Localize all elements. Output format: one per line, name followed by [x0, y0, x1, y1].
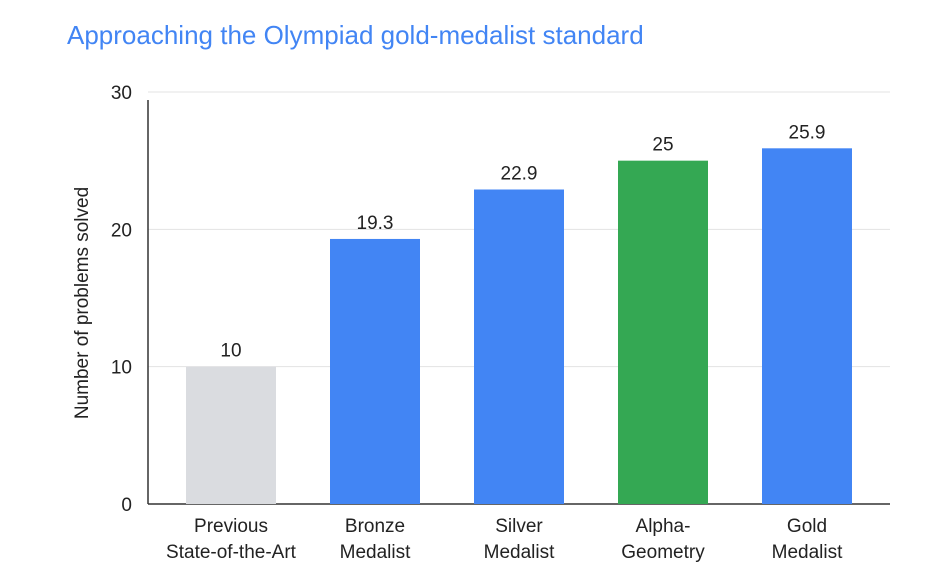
y-tick-label: 10 — [111, 358, 132, 379]
bar — [186, 366, 276, 504]
x-tick-label: Medalist — [484, 542, 555, 563]
x-tick-label: Previous — [194, 516, 268, 537]
bar — [618, 160, 708, 504]
y-axis-label: Number of problems solved — [72, 187, 93, 419]
bar — [762, 148, 852, 504]
x-tick-label: Alpha- — [636, 516, 691, 537]
y-tick-label: 20 — [111, 220, 132, 241]
x-tick-label: Silver — [495, 516, 543, 537]
bar — [330, 238, 420, 505]
bar — [474, 189, 564, 505]
y-tick-label: 30 — [111, 83, 132, 104]
chart-title: Approaching the Olympiad gold-medalist s… — [67, 20, 644, 50]
x-tick-label: Gold — [787, 516, 827, 537]
bars — [186, 148, 852, 505]
data-label: 19.3 — [357, 213, 394, 234]
value-labels: 10 19.3 22.9 25 25.9 — [220, 122, 825, 361]
data-label: 25 — [652, 135, 673, 156]
x-tick-label: Bronze — [345, 516, 405, 537]
y-tick-label: 0 — [121, 495, 132, 516]
data-label: 25.9 — [789, 122, 826, 143]
y-tick-labels: 0 10 20 30 — [111, 83, 132, 516]
data-label: 10 — [220, 341, 241, 362]
x-tick-label: Medalist — [340, 542, 411, 563]
data-label: 22.9 — [501, 164, 538, 185]
x-tick-labels: Previous State-of-the-Art Bronze Medalist Si… — [166, 516, 843, 563]
x-tick-label: Geometry — [621, 542, 705, 563]
x-tick-label: State-of-the-Art — [166, 542, 297, 563]
x-tick-label: Medalist — [772, 542, 843, 563]
